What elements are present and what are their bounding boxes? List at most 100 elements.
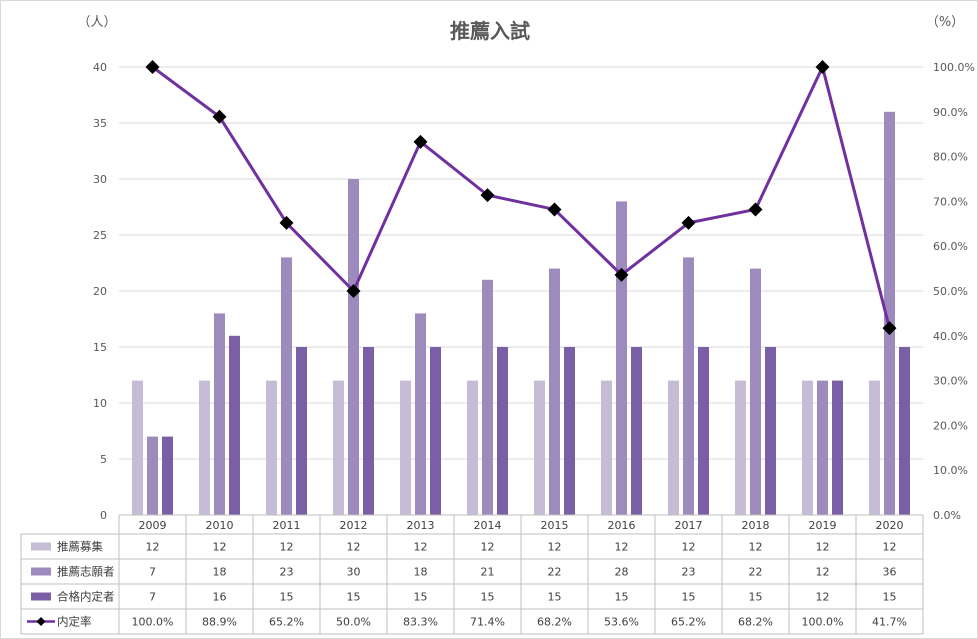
table-cell: 22 [548,566,562,579]
y2-tick-label: 90.0% [933,106,968,119]
table-cell: 68.2% [738,616,773,629]
rate-marker-2015 [547,202,562,217]
y-tick-label: 10 [93,397,107,410]
bar-合格内定者-2015 [564,347,575,515]
table-cell: 30 [347,566,361,579]
rate-marker-2013 [413,134,428,149]
table-cell: 83.3% [403,616,438,629]
table-cell: 12 [816,566,830,579]
y-tick-label: 5 [100,453,107,466]
x-tick-label: 2020 [876,519,904,532]
y2-tick-label: 80.0% [933,151,968,164]
x-tick-label: 2016 [608,519,636,532]
y-tick-label: 0 [100,509,107,522]
table-cell: 21 [481,566,495,579]
rate-line [151,65,891,329]
y-tick-label: 35 [93,117,107,130]
bar-推薦募集-2012 [333,380,344,515]
table-cell: 100.0% [132,616,174,629]
bar-推薦志願者-2017 [683,257,694,515]
bar-推薦志願者-2018 [750,268,761,515]
right-axis-unit: （%） [926,15,964,30]
bar-推薦募集-2013 [400,380,411,515]
bar-推薦志願者-2009 [147,436,158,515]
table-cell: 15 [414,591,428,604]
bar-推薦募集-2018 [735,380,746,515]
bar-推薦募集-2014 [467,380,478,515]
bar-推薦募集-2016 [601,380,612,515]
legend-label: 推薦志願者 [57,565,115,579]
bar-合格内定者-2014 [497,347,508,515]
bar-合格内定者-2016 [631,347,642,515]
bar-合格内定者-2009 [162,436,173,515]
bar-推薦志願者-2019 [817,380,828,515]
bar-series [132,111,910,516]
bar-合格内定者-2020 [899,347,910,515]
table-cell: 12 [146,541,160,554]
x-tick-label: 2018 [742,519,770,532]
bar-推薦志願者-2016 [616,201,627,515]
rate-marker-2020 [882,321,897,336]
bar-合格内定者-2018 [765,347,776,515]
data-table: 2009 2010 2011 2012 2013 2014 2015 2016 2017 2018… [20,514,924,635]
left-axis-unit: （人） [77,15,116,30]
bar-推薦募集-2019 [802,380,813,515]
table-cell: 12 [347,541,361,554]
table-cell: 22 [749,566,763,579]
table-cell: 36 [883,566,897,579]
bar-合格内定者-2013 [430,347,441,515]
rate-marker-2017 [681,215,696,230]
y2-tick-label: 100.0% [933,61,975,74]
table-cell: 7 [149,566,156,579]
table-cell: 12 [682,541,696,554]
table-cell: 53.6% [604,616,639,629]
table-cell: 15 [548,591,562,604]
bar-推薦志願者-2012 [348,179,359,515]
y2-tick-label: 10.0% [933,464,968,477]
table-cell: 12 [615,541,629,554]
table-cell: 15 [749,591,763,604]
bar-合格内定者-2010 [229,335,240,515]
rate-line-series [145,60,897,336]
gridlines [119,66,923,460]
legend-swatch-推薦志願者 [31,567,51,576]
y-tick-label: 30 [93,173,107,186]
table-cell: 71.4% [470,616,505,629]
table-cell: 15 [883,591,897,604]
x-tick-label: 2013 [407,519,435,532]
table-cell: 50.0% [336,616,371,629]
bar-推薦志願者-2020 [884,111,895,516]
x-tick-label: 2019 [809,519,837,532]
table-cell: 16 [213,591,227,604]
x-tick-label: 2017 [675,519,703,532]
rate-marker-2012 [346,284,361,298]
legend-swatch-marker [36,617,46,626]
table-cell: 7 [149,591,156,604]
legend-label: 推薦募集 [57,540,103,554]
bar-推薦募集-2011 [266,380,277,515]
table-cell: 100.0% [802,616,844,629]
table-cell: 15 [481,591,495,604]
bar-合格内定者-2012 [363,347,374,515]
legend-swatch-推薦募集 [31,542,51,551]
table-cell: 18 [213,566,227,579]
bar-合格内定者-2017 [698,347,709,515]
x-tick-label: 2011 [273,519,301,532]
bar-推薦募集-2020 [869,380,880,515]
y2-tick-label: 0.0% [933,509,961,522]
bar-推薦志願者-2010 [214,313,225,515]
x-tick-label: 2009 [139,519,167,532]
table-cell: 41.7% [872,616,907,629]
y2-tick-label: 70.0% [933,195,968,208]
table-cell: 12 [749,541,763,554]
rate-marker-2018 [748,202,763,217]
x-tick-label: 2012 [340,519,368,532]
legend-label: 内定率 [57,615,92,629]
y2-tick-label: 20.0% [933,419,968,432]
rate-marker-2010 [212,109,227,124]
y-tick-label: 25 [93,229,107,242]
y2-tick-label: 30.0% [933,375,968,388]
table-cell: 12 [414,541,428,554]
table-cell: 12 [816,541,830,554]
